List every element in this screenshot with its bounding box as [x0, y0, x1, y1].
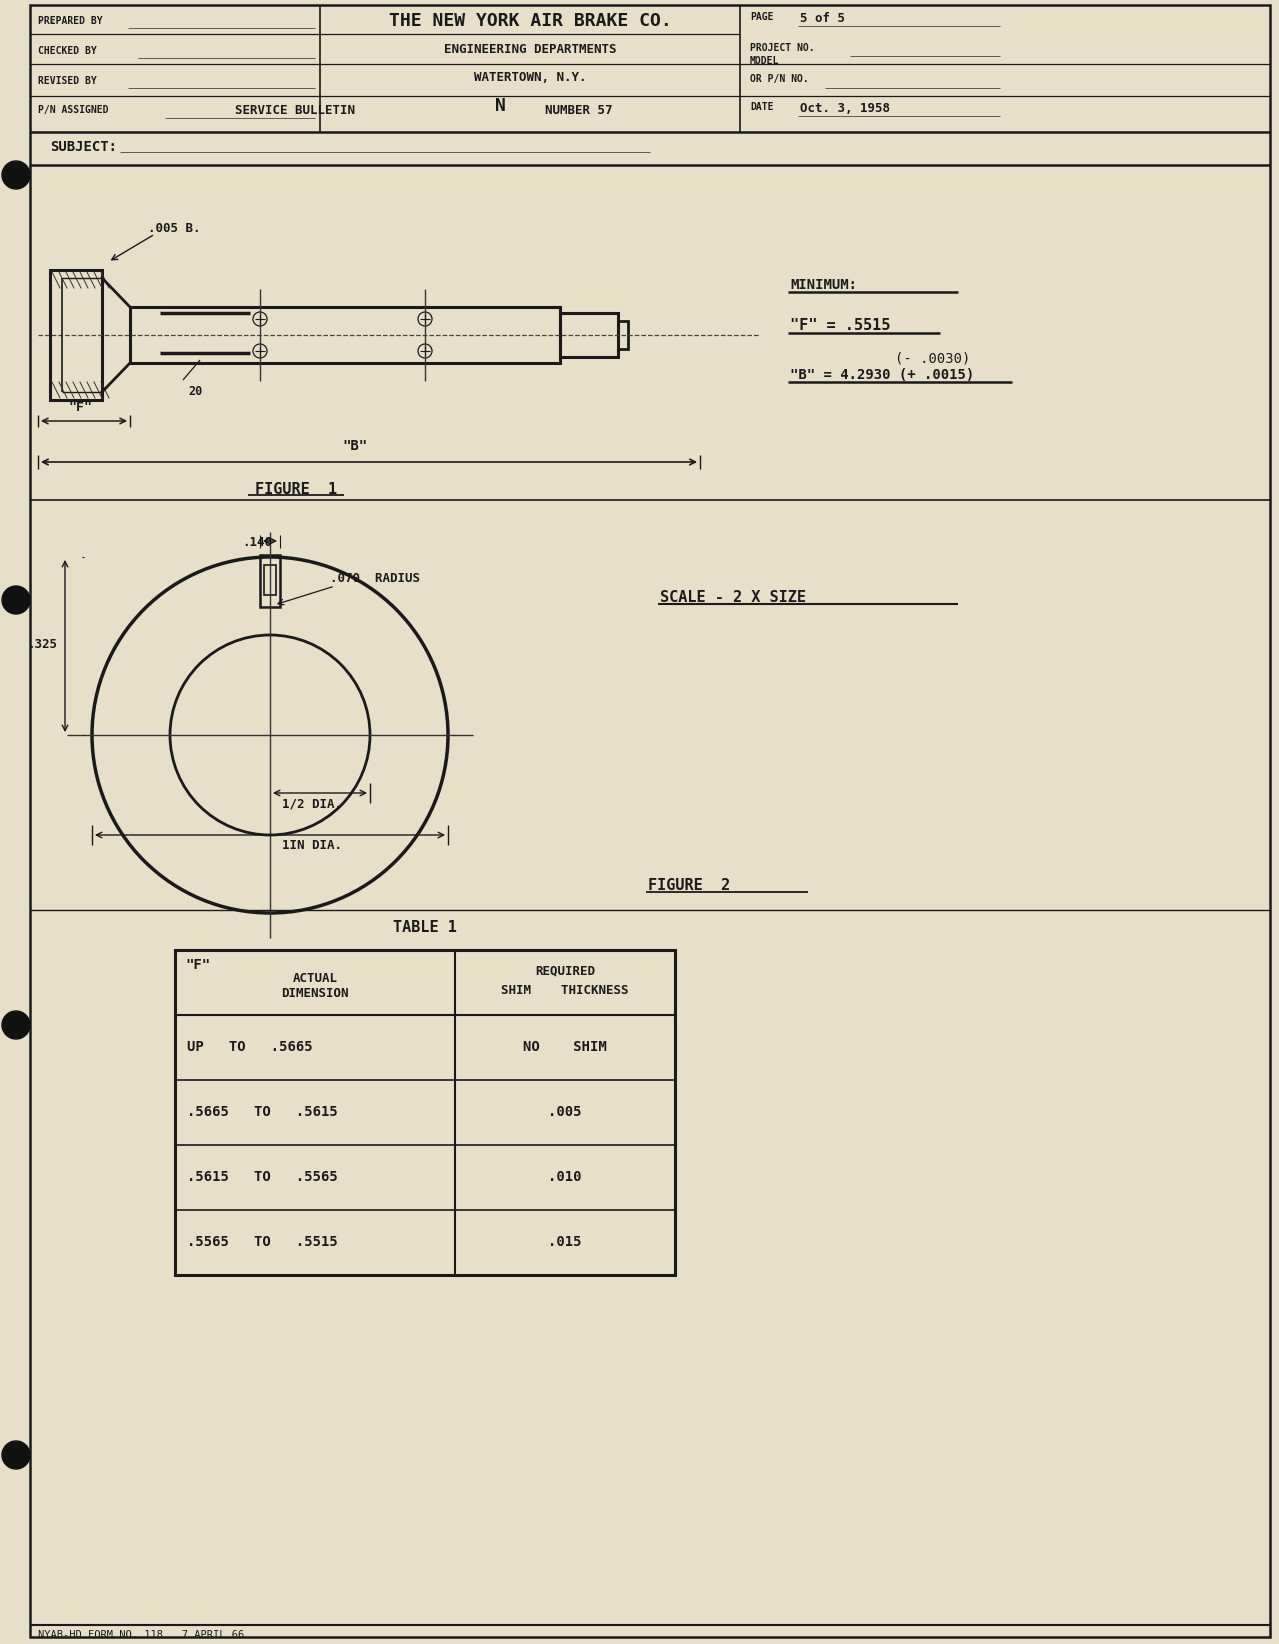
Circle shape	[3, 1011, 29, 1039]
Text: PREPARED BY: PREPARED BY	[38, 16, 102, 26]
Text: .005 B.: .005 B.	[148, 222, 201, 235]
Text: .5615   TO   .5565: .5615 TO .5565	[187, 1171, 338, 1184]
Text: FIGURE  1: FIGURE 1	[255, 482, 338, 496]
Text: Oct. 3, 1958: Oct. 3, 1958	[799, 102, 890, 115]
Text: .010: .010	[549, 1171, 582, 1184]
Text: N: N	[495, 97, 505, 115]
Text: OR P/N NO.: OR P/N NO.	[749, 74, 808, 84]
Text: FIGURE  2: FIGURE 2	[648, 878, 730, 893]
Circle shape	[3, 585, 29, 613]
Text: WATERTOWN, N.Y.: WATERTOWN, N.Y.	[473, 71, 586, 84]
Text: . . .: . . .	[38, 15, 68, 25]
Text: PAGE: PAGE	[749, 12, 774, 21]
Text: ENGINEERING DEPARTMENTS: ENGINEERING DEPARTMENTS	[444, 43, 616, 56]
Text: .5565   TO   .5515: .5565 TO .5515	[187, 1235, 338, 1249]
Text: UP   TO   .5665: UP TO .5665	[187, 1041, 312, 1054]
Text: 1IN DIA.: 1IN DIA.	[281, 838, 341, 852]
Text: NO    SHIM: NO SHIM	[523, 1041, 606, 1054]
Text: DATE: DATE	[749, 102, 774, 112]
Text: P/N ASSIGNED: P/N ASSIGNED	[38, 105, 109, 115]
Text: NUMBER 57: NUMBER 57	[545, 104, 613, 117]
Text: MODEL: MODEL	[749, 56, 779, 66]
Text: "F": "F"	[68, 401, 92, 414]
Text: (- .0030): (- .0030)	[895, 352, 971, 367]
Bar	[263, 566, 276, 595]
Text: "F" = .5515: "F" = .5515	[790, 317, 890, 334]
Text: "B": "B"	[343, 439, 367, 454]
Text: .5665   TO   .5615: .5665 TO .5615	[187, 1105, 338, 1120]
Text: THE NEW YORK AIR BRAKE CO.: THE NEW YORK AIR BRAKE CO.	[389, 12, 671, 30]
Circle shape	[3, 1442, 29, 1470]
Text: 5 of 5: 5 of 5	[799, 12, 845, 25]
Text: TABLE 1: TABLE 1	[393, 921, 457, 935]
Text: .015: .015	[549, 1235, 582, 1249]
Bar	[130, 307, 560, 363]
Text: SERVICE BULLETIN: SERVICE BULLETIN	[235, 104, 356, 117]
Bar	[50, 270, 102, 399]
Text: "F": "F"	[185, 958, 210, 972]
Text: SUBJECT:: SUBJECT:	[50, 140, 116, 155]
Text: NYAB-HD FORM NO. 118   7 APRIL 66: NYAB-HD FORM NO. 118 7 APRIL 66	[38, 1629, 244, 1641]
Bar	[260, 556, 280, 607]
Text: .070  RADIUS: .070 RADIUS	[330, 572, 420, 585]
Text: REVISED BY: REVISED BY	[38, 76, 97, 85]
Text: SCALE - 2 X SIZE: SCALE - 2 X SIZE	[660, 590, 806, 605]
Bar	[618, 321, 628, 349]
Text: "B" = 4.2930 (+ .0015): "B" = 4.2930 (+ .0015)	[790, 368, 975, 381]
Bar	[560, 312, 618, 357]
Text: .325: .325	[27, 638, 58, 651]
Text: 20: 20	[188, 385, 202, 398]
Text: CHECKED BY: CHECKED BY	[38, 46, 97, 56]
Text: REQUIRED: REQUIRED	[535, 963, 595, 977]
Text: .005: .005	[549, 1105, 582, 1120]
Bar	[175, 950, 675, 1276]
Text: MINIMUM:: MINIMUM:	[790, 278, 857, 293]
Circle shape	[3, 161, 29, 189]
Text: ACTUAL: ACTUAL	[293, 972, 338, 985]
Text: .140: .140	[242, 536, 272, 549]
Text: SHIM    THICKNESS: SHIM THICKNESS	[501, 985, 629, 996]
Text: DIMENSION: DIMENSION	[281, 986, 349, 1000]
Text: PROJECT NO.: PROJECT NO.	[749, 43, 815, 53]
Text: 1/2 DIA.: 1/2 DIA.	[281, 797, 341, 810]
